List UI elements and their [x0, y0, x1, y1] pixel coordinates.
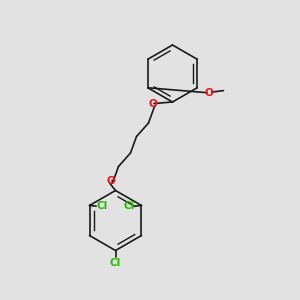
Text: O: O: [148, 99, 157, 110]
Text: Cl: Cl: [110, 258, 121, 268]
Text: O: O: [204, 88, 213, 98]
Text: Cl: Cl: [123, 201, 134, 211]
Text: Cl: Cl: [97, 201, 108, 211]
Text: O: O: [106, 176, 115, 186]
